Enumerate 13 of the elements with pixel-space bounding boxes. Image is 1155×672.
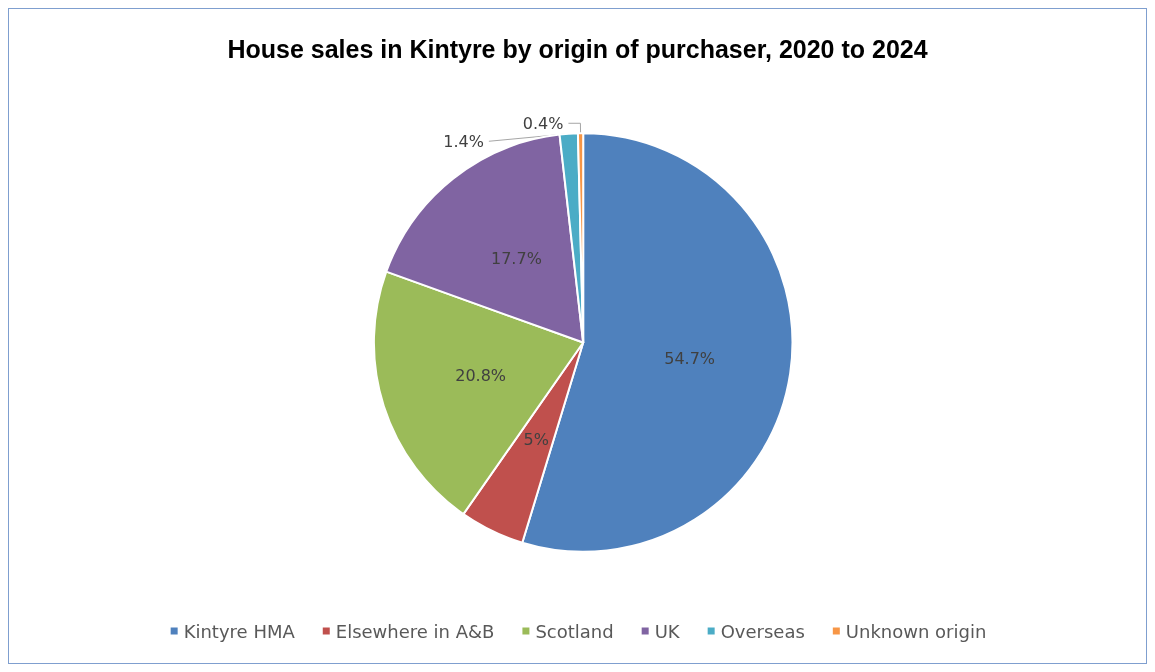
- legend-label: Overseas: [720, 620, 805, 642]
- legend-label: Unknown origin: [845, 620, 987, 642]
- legend-label: Kintyre HMA: [183, 620, 296, 642]
- data-label: 5%: [523, 429, 549, 449]
- legend-label: UK: [654, 620, 681, 642]
- data-label: 17.7%: [491, 248, 542, 268]
- data-label: 0.4%: [522, 113, 564, 133]
- data-label: 54.7%: [664, 348, 716, 368]
- data-label: 1.4%: [443, 131, 484, 151]
- chart-title: House sales in Kintyre by origin of purchaser, 2020 to 2024: [227, 34, 928, 63]
- legend-label: Elsewhere in A&B: [335, 620, 495, 642]
- data-label: 20.8%: [455, 365, 507, 385]
- legend-label: Scotland: [535, 620, 614, 642]
